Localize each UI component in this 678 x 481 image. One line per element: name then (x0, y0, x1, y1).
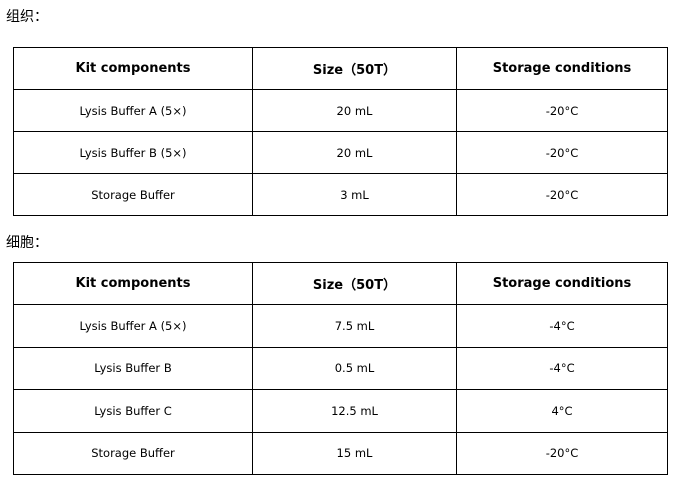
cell: Storage Buffer (13, 431, 253, 475)
cell: 0.5 mL (252, 346, 457, 391)
cell: -20°C (456, 173, 668, 216)
row: Lysis Buffer A (5×) 7.5 mL -4°C (13, 304, 668, 348)
cell: 12.5 mL (252, 389, 457, 433)
row: Lysis Buffer B (5×) 20 mL -20°C (13, 131, 668, 174)
header-cell: Kit components (13, 47, 253, 90)
cell: Lysis Buffer A (5×) (13, 304, 253, 348)
header-row: Kit components Size（50T） Storage condition… (13, 261, 668, 306)
section-label: 细胞： (6, 235, 48, 251)
cell: -4°C (456, 346, 668, 391)
cell: -4°C (456, 304, 668, 348)
row: Storage Buffer 3 mL -20°C (13, 173, 668, 216)
header-cell: Size（50T） (252, 47, 457, 90)
cell: -20°C (456, 431, 668, 475)
cell: 3 mL (252, 173, 457, 216)
cell: -20°C (456, 131, 668, 174)
row: Lysis Buffer B 0.5 mL -4°C (13, 346, 668, 391)
header-cell: Storage conditions (456, 261, 668, 306)
cell: 20 mL (252, 89, 457, 132)
cell: Lysis Buffer B (5×) (13, 131, 253, 174)
header-row: Kit components Size（50T） Storage condition… (13, 47, 668, 90)
cell: Lysis Buffer C (13, 389, 253, 433)
table: Kit components Size（50T） Storage condition… (13, 47, 668, 216)
header-cell: Kit components (13, 261, 253, 306)
section-label: 组织： (6, 9, 48, 25)
cell: 15 mL (252, 431, 457, 475)
row: Lysis Buffer A (5×) 20 mL -20°C (13, 89, 668, 132)
cell: Storage Buffer (13, 173, 253, 216)
table: Kit components Size（50T） Storage condition… (13, 261, 668, 475)
cell: 7.5 mL (252, 304, 457, 348)
row: Lysis Buffer C 12.5 mL 4°C (13, 389, 668, 433)
header-cell: Storage conditions (456, 47, 668, 90)
cell: 20 mL (252, 131, 457, 174)
cell: 4°C (456, 389, 668, 433)
cell: -20°C (456, 89, 668, 132)
header-cell: Size（50T） (252, 261, 457, 306)
cell: Lysis Buffer B (13, 346, 253, 391)
cell: Lysis Buffer A (5×) (13, 89, 253, 132)
row: Storage Buffer 15 mL -20°C (13, 431, 668, 475)
